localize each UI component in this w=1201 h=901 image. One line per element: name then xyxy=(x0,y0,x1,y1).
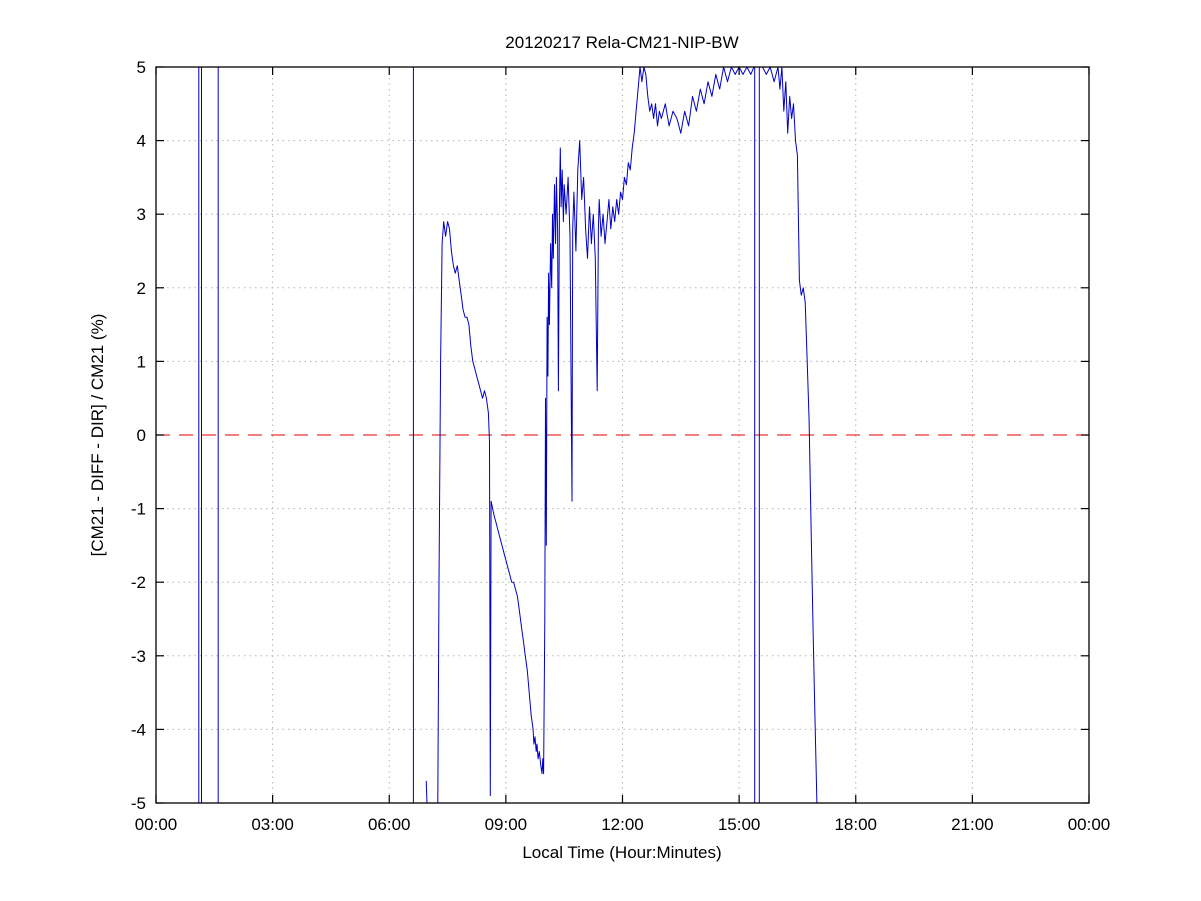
y-tick-label: 2 xyxy=(137,279,146,298)
y-tick-label: -3 xyxy=(131,647,146,666)
y-tick-label: -4 xyxy=(131,720,146,739)
grid xyxy=(156,67,1089,803)
x-tick-label: 15:00 xyxy=(718,815,761,834)
y-axis-label: [CM21 - DIFF - DIR] / CM21 (%) xyxy=(88,314,107,557)
x-tick-label: 06:00 xyxy=(368,815,411,834)
y-tick-label: -5 xyxy=(131,794,146,813)
series-line-relative-difference-cm21-nip-bw xyxy=(198,67,818,803)
tick-marks xyxy=(155,66,1090,804)
x-tick-label: 00:00 xyxy=(1068,815,1111,834)
x-tick-label: 00:00 xyxy=(135,815,178,834)
chart-title: 20120217 Rela-CM21-NIP-BW xyxy=(505,33,738,52)
x-axis-label: Local Time (Hour:Minutes) xyxy=(522,843,721,862)
y-tick-label: 1 xyxy=(137,352,146,371)
x-tick-label: 18:00 xyxy=(834,815,877,834)
y-tick-label: 5 xyxy=(137,58,146,77)
y-tick-label: -2 xyxy=(131,573,146,592)
x-tick-label: 09:00 xyxy=(485,815,528,834)
x-tick-label: 12:00 xyxy=(601,815,644,834)
data-series-group xyxy=(198,67,818,803)
y-tick-label: -1 xyxy=(131,500,146,519)
y-tick-label: 0 xyxy=(137,426,146,445)
y-tick-label: 3 xyxy=(137,205,146,224)
x-tick-label: 03:00 xyxy=(251,815,294,834)
tick-labels: 00:00 03:00 06:00 09:00 12:00 15:00 18:00 21:00… xyxy=(131,58,1110,834)
y-tick-label: 4 xyxy=(137,132,146,151)
x-tick-label: 21:00 xyxy=(951,815,994,834)
